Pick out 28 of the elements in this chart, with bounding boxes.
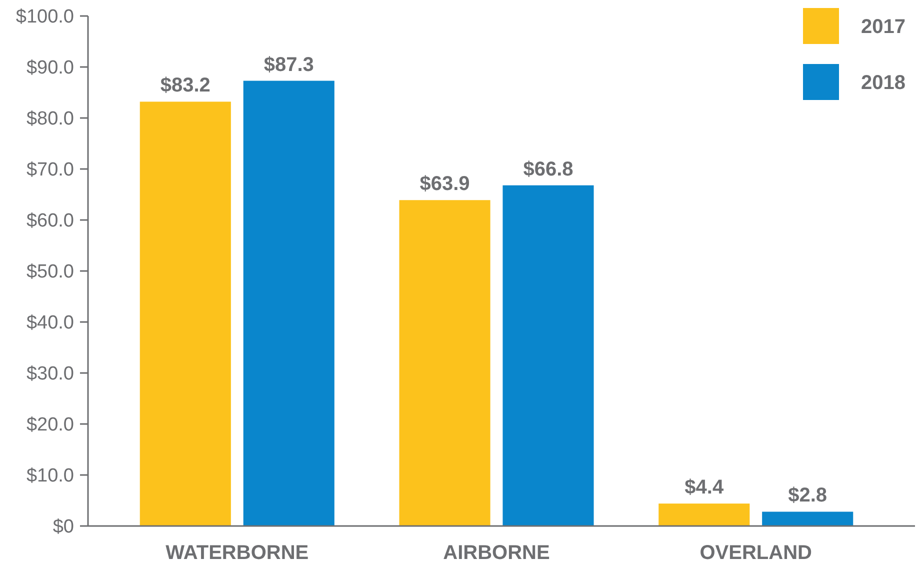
y-tick-label: $60.0 [26,210,74,232]
y-tick-label: $20.0 [26,414,74,436]
bar [762,512,854,526]
data-label: $66.8 [523,158,574,180]
data-label: $87.3 [264,54,314,76]
bar [140,102,231,526]
bar [243,80,334,526]
x-tick-label: WATERBORNE [166,542,309,564]
y-tick-label: $70.0 [26,160,74,181]
y-tick-label: $90.0 [26,58,74,79]
legend-label: 2018 [861,72,906,94]
y-tick-label: $10.0 [26,466,74,487]
bar [399,200,490,526]
data-label: $4.4 [684,476,724,499]
y-tick-label: $0 [52,516,74,538]
y-tick-label: $80.0 [26,108,74,130]
y-tick-label: $50.0 [26,262,74,283]
bar [658,504,750,526]
y-tick-label: $30.0 [26,364,74,385]
legend-label: 2017 [861,16,906,38]
data-label: $83.2 [160,74,210,97]
x-tick-label: AIRBORNE [443,542,550,564]
x-tick-label: OVERLAND [700,542,812,564]
bar [502,185,594,526]
data-label: $63.9 [420,173,470,196]
data-label: $2.8 [788,484,828,507]
y-tick-label: $100.0 [16,6,74,28]
y-tick-label: $40.0 [26,312,74,334]
